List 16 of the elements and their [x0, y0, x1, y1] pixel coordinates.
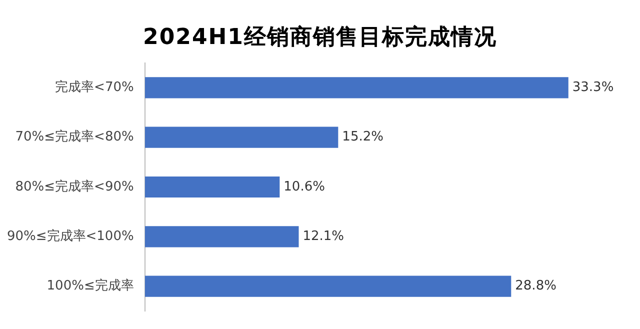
y-tick-label: 完成率<70% [55, 79, 134, 96]
bar [144, 176, 280, 198]
data-label: 33.3% [572, 80, 614, 96]
bar [144, 276, 512, 297]
y-tick-label: 80%≤完成率<90% [15, 178, 134, 194]
y-tick-label: 90%≤完成率<100% [6, 228, 134, 244]
chart-title: 2024H1经销商销售目标完成情况 [142, 24, 498, 52]
data-label: 10.6% [284, 179, 325, 194]
bar [144, 226, 299, 248]
data-label: 28.8% [515, 278, 556, 294]
data-label: 12.1% [302, 229, 344, 244]
bar [144, 77, 568, 98]
y-tick-label: 100%≤完成率 [46, 278, 134, 294]
y-tick-label: 70%≤完成率<80% [15, 128, 134, 145]
bar [144, 126, 338, 148]
data-label: 15.2% [342, 130, 384, 145]
